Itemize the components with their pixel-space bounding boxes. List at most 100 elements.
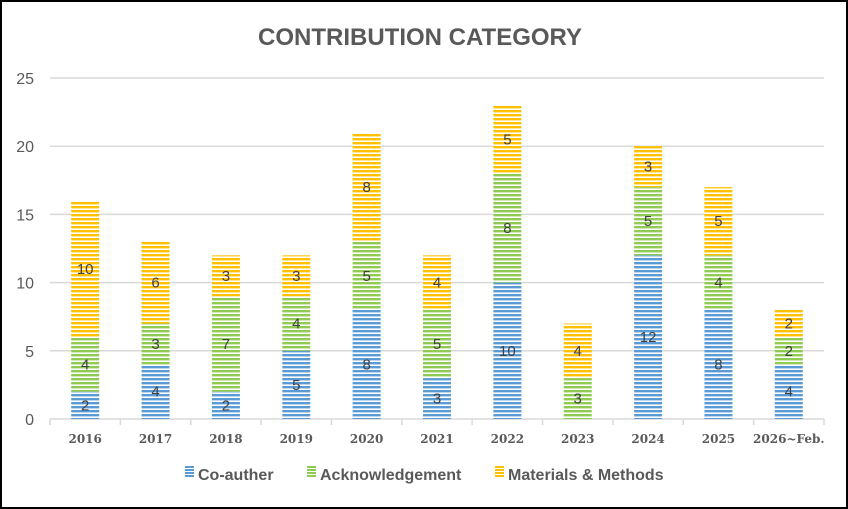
y-tick-label: 5 — [25, 344, 34, 361]
data-labels: 2 4 10 4 3 6 2 7 3 5 4 3 8 5 8 3 5 4 10 8 5 3 4 12 5 3 8 4 5 4 2 2 — [77, 131, 793, 414]
data-label: 3 — [574, 391, 582, 408]
data-label: 8 — [503, 220, 511, 237]
data-label: 5 — [362, 268, 370, 285]
data-label: 2 — [785, 343, 793, 360]
bar-segment — [493, 173, 522, 283]
x-axis: 2016 2017 2018 2019 2020 2021 2022 2023 2024 2025… — [49, 419, 825, 446]
data-label: 3 — [433, 391, 441, 408]
bar-segment — [704, 255, 733, 310]
bar-segment — [563, 323, 592, 379]
legend-label: Materials & Methods — [508, 467, 664, 484]
bar-segment — [774, 337, 803, 365]
x-tick-label: 2022 — [491, 432, 524, 446]
bar-segment — [141, 364, 170, 419]
legend-item: Co-auther — [185, 466, 274, 484]
x-tick-label: 2018 — [209, 432, 242, 446]
y-tick-label: 25 — [16, 71, 34, 88]
data-label: 4 — [151, 384, 159, 401]
data-label: 4 — [433, 275, 441, 292]
data-label: 2 — [222, 397, 230, 414]
data-label: 8 — [362, 356, 370, 373]
legend-item: Acknowledgement — [307, 466, 462, 484]
x-tick-label: 2024 — [631, 432, 664, 446]
legend-swatch — [185, 472, 194, 474]
legend-swatch — [495, 472, 504, 474]
data-label: 8 — [362, 179, 370, 196]
data-label: 3 — [292, 268, 300, 285]
bar-segment — [493, 282, 522, 419]
legend-swatch — [307, 472, 316, 474]
data-label: 5 — [644, 213, 652, 230]
bar-segment — [634, 146, 663, 188]
y-tick-label: 10 — [16, 276, 34, 293]
bar-segment — [71, 391, 100, 419]
data-label: 2 — [785, 316, 793, 333]
legend-swatch — [307, 469, 316, 471]
data-label: 6 — [151, 275, 159, 292]
data-label: 3 — [151, 336, 159, 353]
bar-segment — [352, 132, 381, 242]
y-axis: 0 5 10 15 20 25 — [16, 71, 34, 429]
bar-segment — [704, 187, 733, 256]
legend-item: Materials & Methods — [495, 466, 664, 484]
data-label: 3 — [222, 268, 230, 285]
x-tick-label: 2020 — [350, 432, 383, 446]
bar-segment — [141, 323, 170, 365]
legend-swatch — [185, 475, 194, 477]
data-label: 5 — [292, 377, 300, 394]
data-label: 2 — [81, 397, 89, 414]
bar-segment — [493, 105, 522, 174]
legend-swatch — [495, 469, 504, 471]
bar-segment — [282, 296, 311, 351]
data-label: 4 — [714, 275, 722, 292]
legend-swatch — [185, 469, 194, 471]
data-label: 4 — [574, 343, 582, 360]
bar-segment — [71, 337, 100, 392]
data-label: 8 — [714, 356, 722, 373]
bar-segment — [774, 364, 803, 419]
legend-swatch — [307, 466, 316, 468]
bar-segment — [423, 309, 451, 379]
bar-segment — [141, 241, 170, 324]
data-label: 4 — [785, 384, 793, 401]
x-tick-label: 2025 — [702, 432, 735, 446]
data-label: 3 — [644, 159, 652, 176]
chart-title: CONTRIBUTION CATEGORY — [258, 24, 582, 51]
bar-segment — [211, 296, 240, 392]
y-tick-label: 20 — [16, 139, 34, 156]
data-label: 7 — [222, 336, 230, 353]
bar-segment — [423, 255, 451, 310]
bar-segment — [71, 200, 100, 338]
bar-segment — [634, 187, 663, 256]
x-tick-label: 2017 — [139, 432, 172, 446]
data-label: 10 — [499, 343, 516, 360]
bar-segment — [634, 255, 663, 419]
x-tick-label: 2019 — [280, 432, 313, 446]
bar-segment — [211, 255, 240, 297]
bar-segment — [704, 309, 733, 419]
x-tick-label: 2026~Feb. — [753, 432, 825, 446]
x-tick-label: 2021 — [420, 432, 453, 446]
data-label: 5 — [503, 131, 511, 148]
legend: Co-auther Acknowledgement Materials & Meth… — [185, 466, 664, 484]
bar-segment — [774, 309, 803, 338]
bar-segment — [352, 309, 381, 419]
legend-swatch — [185, 466, 194, 468]
y-tick-label: 15 — [16, 207, 34, 224]
legend-label: Co-auther — [198, 467, 274, 484]
legend-swatch — [495, 475, 504, 477]
bar-segment — [282, 255, 311, 297]
x-tick-label: 2023 — [561, 432, 594, 446]
legend-label: Acknowledgement — [320, 467, 462, 484]
data-label: 12 — [640, 329, 657, 346]
bar-segment — [423, 378, 451, 419]
legend-swatch — [495, 466, 504, 468]
bar-segment — [211, 391, 240, 419]
bar-segment — [282, 350, 311, 419]
y-tick-label: 0 — [25, 412, 34, 429]
data-label: 4 — [292, 316, 300, 333]
bar-segment — [563, 378, 592, 419]
legend-swatch — [307, 475, 316, 477]
